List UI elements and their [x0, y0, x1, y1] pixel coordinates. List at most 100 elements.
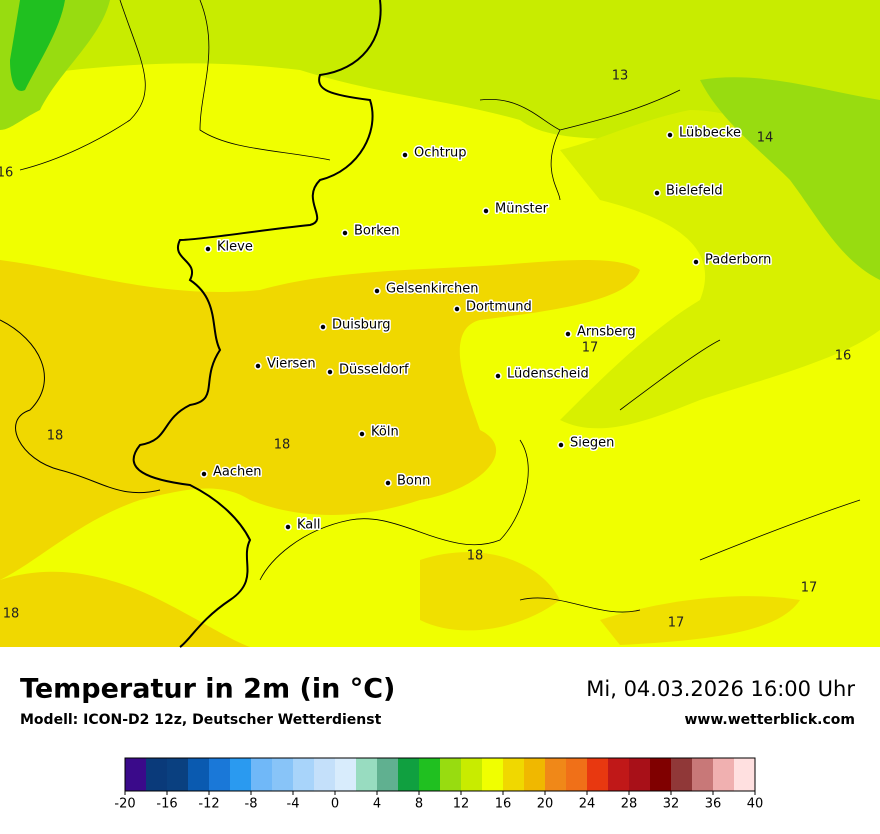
city-dot: [482, 207, 490, 215]
colorbar-segment: [440, 758, 462, 791]
city-dot: [284, 523, 292, 531]
city-dot: [358, 430, 366, 438]
colorbar-segment: [566, 758, 588, 791]
colorbar-tick-label: 4: [373, 797, 381, 812]
city-dot: [204, 245, 212, 253]
city-dot: [557, 441, 565, 449]
colorbar-tick-label: -16: [156, 797, 177, 812]
colorbar-segment: [167, 758, 189, 791]
colorbar-segment: [209, 758, 231, 791]
city-label: Dortmund: [466, 300, 532, 315]
city-label: Kleve: [217, 240, 253, 255]
city-label: Borken: [354, 224, 400, 239]
city-label: Paderborn: [705, 253, 771, 268]
city-dot: [494, 372, 502, 380]
city-dot: [401, 151, 409, 159]
city-label: Köln: [371, 425, 399, 440]
colorbar-tick-label: 12: [453, 797, 470, 812]
colorbar-tick-label: -8: [245, 797, 258, 812]
colorbar-tick-label: 28: [621, 797, 638, 812]
colorbar-segment: [419, 758, 441, 791]
contour-label: 13: [612, 69, 629, 84]
city-label: Lüdenscheid: [507, 367, 589, 382]
city-label: Duisburg: [332, 318, 391, 333]
colorbar-tick-label: 0: [331, 797, 339, 812]
colorbar-segment: [692, 758, 714, 791]
colorbar-segment: [524, 758, 546, 791]
city-dot: [692, 258, 700, 266]
borders: [0, 0, 861, 648]
city-dot: [666, 131, 674, 139]
colorbar-segment: [587, 758, 609, 791]
contour-label: 16: [835, 349, 852, 364]
city-dot: [326, 368, 334, 376]
contour-label: 18: [467, 549, 484, 564]
city-label: Kall: [297, 518, 321, 533]
city-label: Gelsenkirchen: [386, 282, 479, 297]
colorbar-tick-label: -20: [114, 797, 135, 812]
colorbar-segment: [356, 758, 378, 791]
contour-label: 18: [274, 438, 291, 453]
contour-label: 14: [757, 131, 774, 146]
contour-label: 16: [0, 166, 13, 181]
colorbar-segment: [461, 758, 483, 791]
city-dot: [200, 470, 208, 478]
colorbar-frame: [124, 757, 756, 792]
city-label: Viersen: [267, 357, 316, 372]
contour-label: 17: [668, 616, 685, 631]
colorbar-tick-label: 36: [705, 797, 722, 812]
colorbar: -20 -16 -12 -8 -4 0 4 8 12 16 20 24 28 32 36 40: [114, 757, 764, 812]
city-dot: [564, 330, 572, 338]
colorbar-segment: [251, 758, 273, 791]
colorbar-segment: [230, 758, 252, 791]
colorbar-segment: [482, 758, 504, 791]
contour-label: 18: [47, 429, 64, 444]
city-label: Siegen: [570, 436, 614, 451]
map-background: [0, 0, 880, 647]
colorbar-segment: [272, 758, 294, 791]
contour-label: 18: [3, 607, 20, 622]
colorbar-segment: [188, 758, 210, 791]
model: Modell: ICON-D2 12z, Deutscher Wetterdie…: [20, 712, 382, 728]
colorbar-segment: [503, 758, 525, 791]
city-label: Aachen: [213, 465, 261, 480]
datetime: Mi, 04.03.2026 16:00 Uhr: [586, 677, 855, 701]
colorbar-segment: [125, 758, 147, 791]
city-label: Münster: [495, 202, 549, 217]
city-dot: [341, 229, 349, 237]
colorbar-tick-label: 16: [495, 797, 512, 812]
website: www.wetterblick.com: [685, 712, 856, 728]
city-dot: [453, 305, 461, 313]
colorbar-segment: [293, 758, 315, 791]
colorbar-tick-label: -4: [287, 797, 300, 812]
colorbar-segment: [650, 758, 672, 791]
city-label: Bonn: [397, 474, 430, 489]
colorbar-tick-label: 32: [663, 797, 680, 812]
colorbar-segment: [545, 758, 567, 791]
colorbar-segment: [377, 758, 399, 791]
city-label: Ochtrup: [414, 146, 467, 161]
colorbar-tick-label: 40: [747, 797, 764, 812]
colorbar-segment: [314, 758, 336, 791]
colorbar-segment: [629, 758, 651, 791]
colorbar-tick-label: 8: [415, 797, 423, 812]
city-label: Bielefeld: [666, 184, 723, 199]
colorbar-segment: [734, 758, 756, 791]
city-dot: [384, 479, 392, 487]
city-label: Düsseldorf: [339, 363, 409, 378]
city-label: Arnsberg: [577, 325, 636, 340]
city-label: Lübbecke: [679, 126, 741, 141]
city-dot: [653, 189, 661, 197]
contour-label: 17: [801, 581, 818, 596]
contour-label: 17: [582, 341, 599, 356]
colorbar-segment: [398, 758, 420, 791]
title: Temperatur in 2m (in °C): [20, 674, 395, 705]
colorbar-tick-label: -12: [198, 797, 219, 812]
city-dot: [373, 287, 381, 295]
colorbar-tick-label: 20: [537, 797, 554, 812]
colorbar-segment: [335, 758, 357, 791]
colorbar-segment: [146, 758, 168, 791]
colorbar-segment: [608, 758, 630, 791]
